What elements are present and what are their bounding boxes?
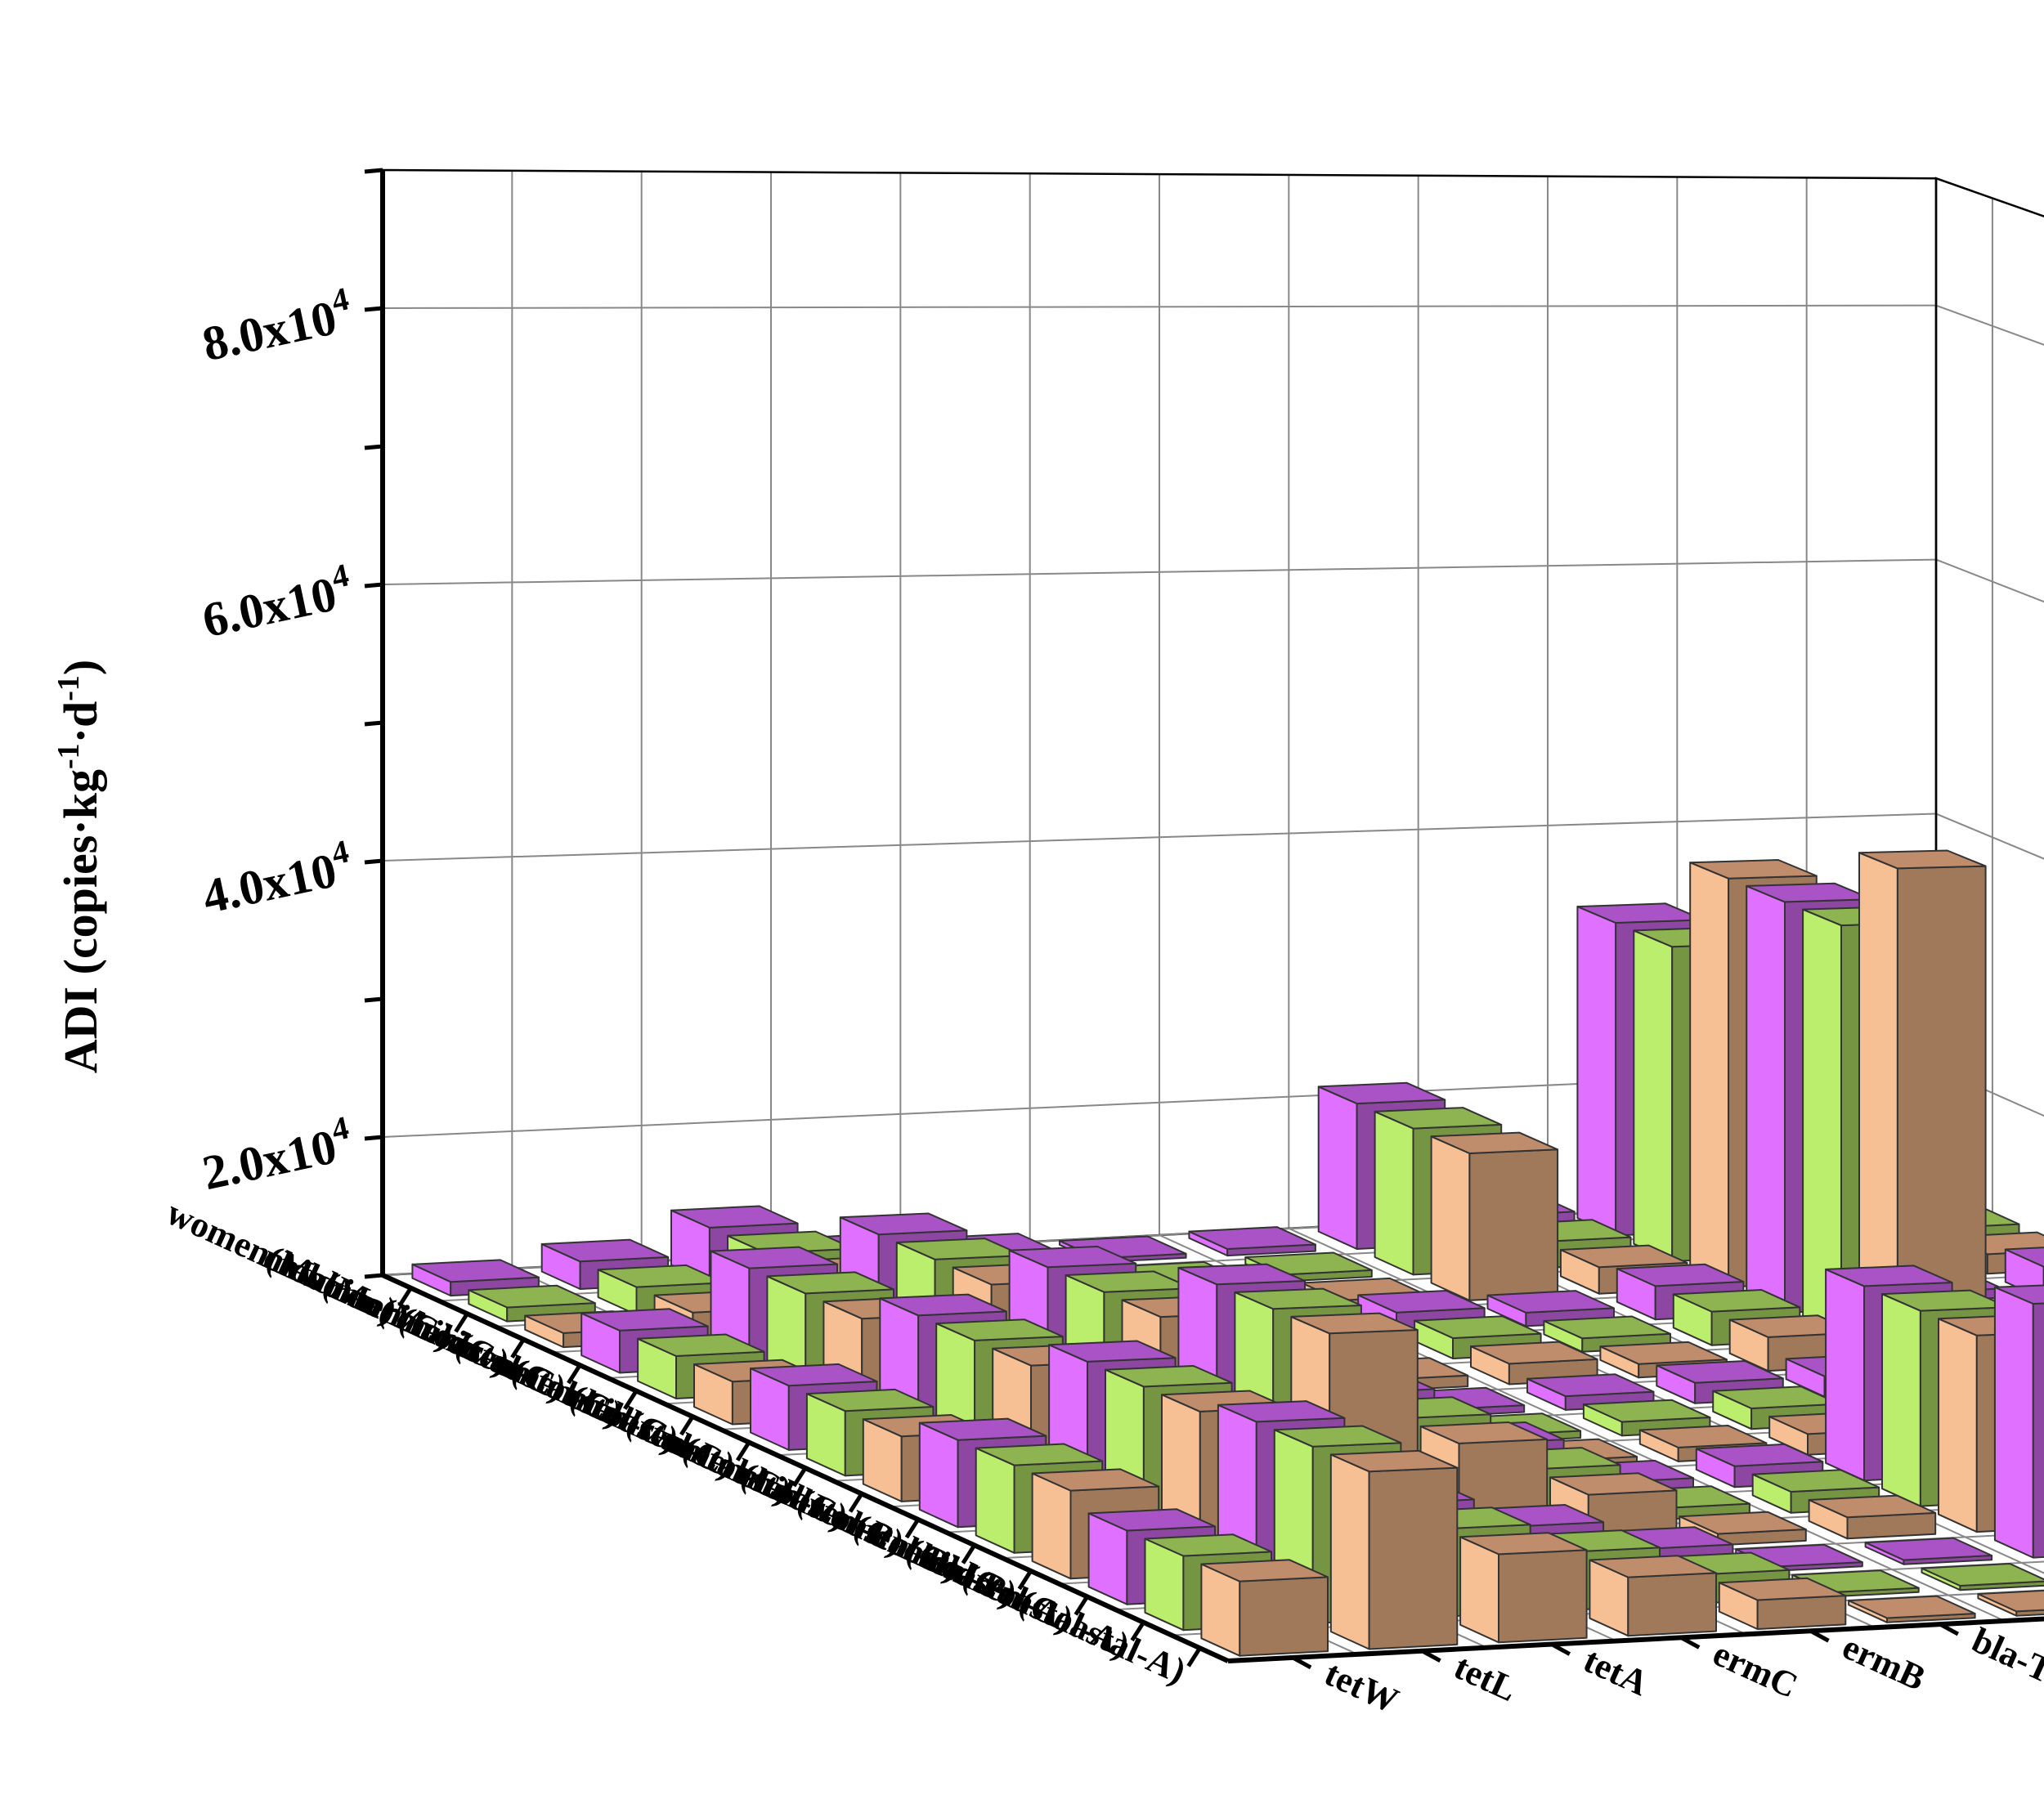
z-tick-label: 2.0x104 <box>196 1108 357 1200</box>
y-tick-label: ermC <box>1707 1633 1804 1706</box>
bar <box>1460 1533 1587 1642</box>
bar-front-face <box>1939 1318 1977 1532</box>
z-tick-label: 8.0x104 <box>196 280 357 371</box>
bar-front-face <box>1826 1269 1864 1480</box>
z-axis-tick <box>365 584 383 586</box>
bar-side-face <box>1628 1573 1716 1636</box>
z-axis-tick <box>365 446 383 448</box>
bar-front-face <box>1460 1537 1499 1642</box>
z-axis-tick <box>365 999 383 1001</box>
bar-side-face <box>1239 1577 1328 1655</box>
bar <box>1922 1564 2044 1590</box>
bar-front-face <box>976 1448 1015 1553</box>
bar-front-face <box>1577 906 1616 1236</box>
title-mid: ·d <box>54 701 107 744</box>
z-axis-tick <box>365 1137 383 1139</box>
bar <box>1995 1284 2044 1558</box>
y-tick-label: tetW <box>1319 1653 1405 1721</box>
z-axis-tick <box>365 170 383 172</box>
z-axis-title: ADI (copies·kg-1·d-1) <box>52 660 107 1073</box>
bar-side-face <box>1469 1149 1558 1300</box>
z-axis-tick <box>365 308 383 310</box>
z-axis-tick <box>365 1275 383 1277</box>
z-axis-labels: 2.0x104 4.0x104 6.0x104 8.0x104 <box>196 280 357 1200</box>
z-tick-mantissa: 6.0x10 <box>198 566 341 647</box>
z-tick-label: 6.0x104 <box>196 556 357 647</box>
bar-front-face <box>1690 862 1728 1287</box>
bar <box>1331 1451 1458 1650</box>
wall-grid-horizontal <box>1936 306 2044 614</box>
bar-front-face <box>1319 1086 1357 1249</box>
bar-front-face <box>1331 1455 1369 1650</box>
z-tick-mantissa: 4.0x10 <box>198 843 341 924</box>
z-tick-label: 4.0x104 <box>196 832 357 924</box>
z-tick-mantissa: 2.0x10 <box>198 1119 341 1200</box>
z-axis-tick <box>365 723 383 724</box>
z-tick-mantissa: 8.0x10 <box>198 290 341 371</box>
wall-grid-horizontal <box>1936 560 2044 890</box>
y-tick-label: bla-TEM1 <box>1966 1620 2044 1723</box>
bar-front-face <box>1995 1287 2033 1558</box>
y-tick-label: tetL <box>1448 1646 1522 1709</box>
title-main: ADI (copies·kg <box>54 769 107 1073</box>
bar-front-face <box>920 1423 958 1528</box>
bar-front-face <box>1432 1136 1470 1300</box>
bar <box>1849 1596 1975 1623</box>
bar-side-face <box>1369 1468 1458 1650</box>
z-axis-title-text: ADI (copies·kg-1·d-1) <box>52 660 107 1073</box>
bar-front-face <box>1746 886 1785 1313</box>
bar-front-face <box>1634 930 1672 1261</box>
bar-side-face <box>1499 1550 1587 1642</box>
bar <box>1978 1590 2044 1616</box>
bar-front-face <box>1375 1112 1414 1275</box>
z-axis-tick <box>365 861 383 862</box>
bar-top-face <box>1922 1564 2044 1586</box>
bar-front-face <box>1033 1474 1071 1579</box>
bar-side-face <box>2033 1300 2044 1558</box>
bar-side-face <box>1758 1596 1846 1629</box>
bar-front-face <box>1882 1294 1921 1506</box>
bar <box>1432 1133 1558 1300</box>
title-sup: -1 <box>52 743 86 769</box>
bar <box>1201 1560 1328 1655</box>
bars <box>412 453 2044 1656</box>
title-end: ) <box>54 660 107 675</box>
bar <box>1589 1556 1716 1636</box>
y-tick-label: tetA <box>1578 1640 1655 1703</box>
y-tick-label: ermB <box>1836 1627 1931 1699</box>
title-sup: -1 <box>52 675 86 701</box>
bar <box>1866 1538 1992 1565</box>
